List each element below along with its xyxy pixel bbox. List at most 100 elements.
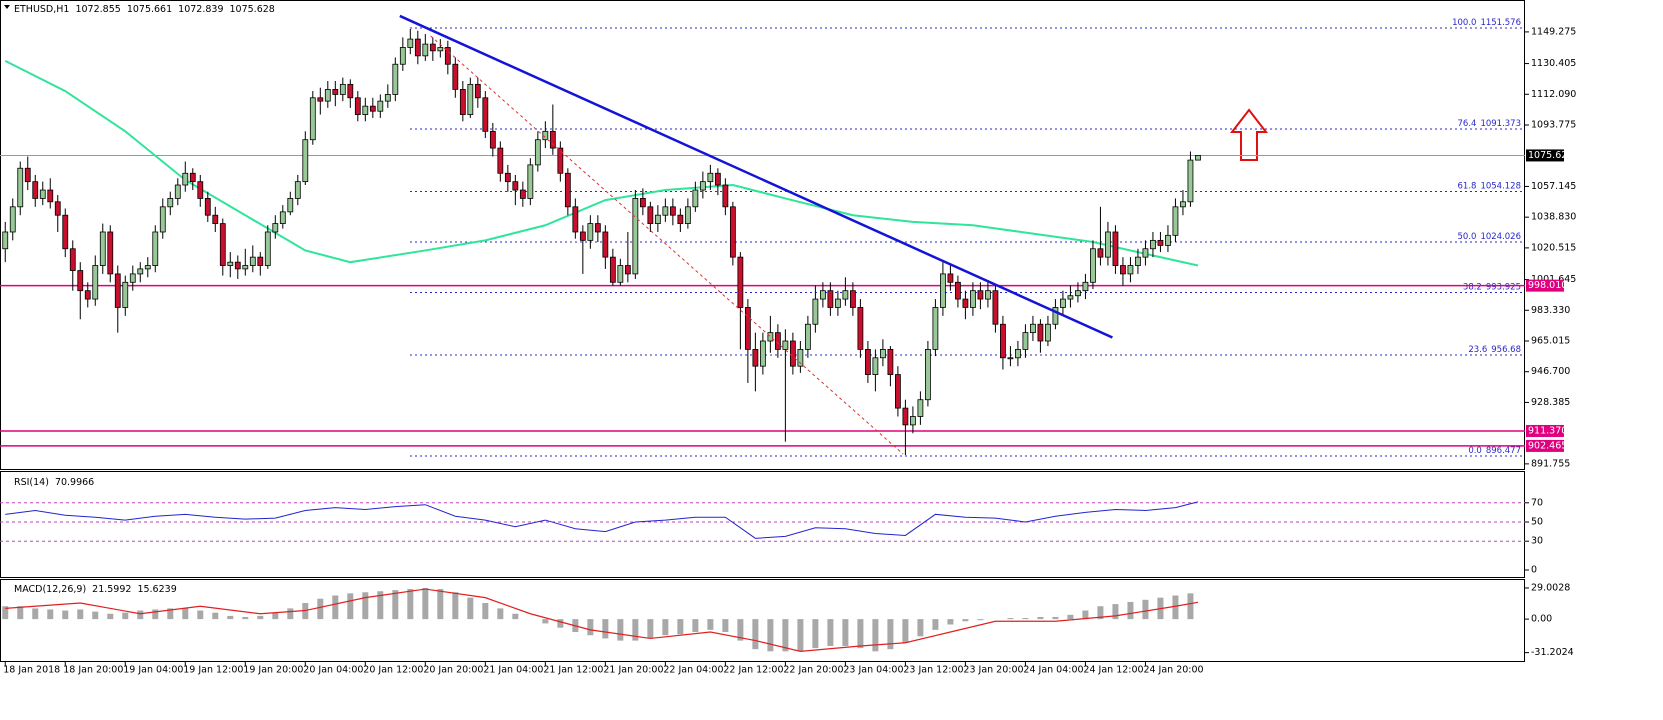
candle-body [1007, 357, 1014, 360]
candle-body [167, 198, 174, 208]
fib-ratio: 23.6 [1468, 344, 1487, 354]
candle-body [872, 357, 879, 375]
candle-body [1045, 323, 1051, 342]
candle-body [384, 94, 391, 102]
panel-title: RSI(14) [14, 477, 49, 488]
y-tick-label: 30 [1531, 536, 1543, 547]
macd-bar [392, 590, 399, 620]
candle-body [62, 214, 69, 250]
candle-body [692, 189, 699, 208]
x-tick-label: 23 Jan 12:00 [903, 665, 963, 676]
fib-ratio: 50.0 [1458, 232, 1477, 242]
macd-panel [0, 579, 1525, 662]
candle-body [32, 181, 39, 199]
candle-body [534, 139, 541, 166]
header-value: 15.6239 [137, 584, 176, 595]
candle-body [279, 211, 286, 224]
macd-bar [422, 587, 429, 620]
level-label: 998.010 [1528, 280, 1567, 291]
macd-bar [947, 619, 954, 625]
candle-body [77, 270, 84, 292]
macd-bar [857, 619, 864, 649]
candle-body [1120, 265, 1126, 275]
candle-body [47, 189, 54, 203]
macd-bar [332, 595, 339, 620]
macd-bar [1022, 618, 1029, 620]
candle-body [1067, 295, 1074, 300]
macd-bar [497, 608, 504, 620]
candle-body [1142, 248, 1149, 258]
candle-body [804, 323, 811, 350]
candle-body [227, 261, 234, 266]
macd-bar [2, 606, 9, 620]
macd-bar [542, 619, 549, 624]
header-value: 70.9966 [55, 477, 94, 488]
candle-body [1090, 248, 1096, 283]
panel-header: MACD(12,26,9) 21.5992 15.6239 [14, 584, 177, 595]
macd-bar [647, 619, 654, 639]
macd-bar [272, 612, 279, 620]
macd-bar [617, 619, 624, 641]
candle-body [197, 181, 204, 199]
macd-bar [377, 591, 384, 620]
projection-line [430, 35, 904, 455]
candle-body [1097, 248, 1104, 258]
candle-body [1015, 348, 1021, 359]
y-tick-label: 1020.515 [1531, 242, 1576, 253]
macd-bar [707, 619, 714, 630]
level-label: 911.370 [1528, 425, 1567, 436]
candle-body [1195, 155, 1201, 161]
candle-body [849, 290, 856, 308]
candle-body [347, 83, 354, 99]
macd-bar [362, 592, 369, 620]
macd-bar [407, 589, 414, 620]
candle-body [377, 100, 384, 112]
x-tick-label: 20 Jan 04:00 [303, 665, 363, 676]
macd-bar [977, 619, 984, 621]
candle-body [759, 340, 766, 367]
macd-bar [1082, 610, 1089, 620]
y-tick-label: 1001.645 [1531, 274, 1576, 285]
macd-bar [827, 619, 834, 646]
candle-body [1172, 206, 1179, 236]
y-tick-label: 50 [1531, 517, 1543, 528]
candle-body [1052, 307, 1059, 325]
macd-bar [1097, 606, 1104, 620]
y-tick-label: 965.015 [1531, 335, 1570, 346]
x-tick-label: 20 Jan 20:00 [423, 665, 483, 676]
fib-label: 61.8 1054.128 [1458, 181, 1522, 191]
current-price-label: 1075.628 [1528, 150, 1573, 161]
macd-bar [782, 619, 789, 652]
candle-body [272, 223, 279, 233]
macd-bar [122, 612, 129, 620]
candle-body [1157, 239, 1164, 246]
candle-body [970, 290, 976, 308]
macd-bar [842, 619, 849, 646]
y-tick-label: 1038.830 [1531, 212, 1576, 223]
macd-bar [227, 615, 234, 620]
x-tick-label: 22 Jan 20:00 [783, 665, 843, 676]
candle-body [459, 89, 466, 115]
macd-bar [152, 609, 159, 620]
x-tick-label: 21 Jan 04:00 [483, 665, 543, 676]
y-tick-label: 1112.090 [1531, 89, 1576, 100]
macd-bar [1037, 616, 1044, 620]
macd-bar [242, 616, 249, 620]
fib-price: 896.477 [1486, 445, 1521, 455]
macd-bar [887, 619, 894, 650]
candle-body [264, 231, 271, 266]
candle-body [9, 206, 16, 233]
x-tick-label: 24 Jan 20:00 [1143, 665, 1203, 676]
candle-body [527, 164, 534, 199]
x-tick-label: 21 Jan 12:00 [543, 665, 603, 676]
candle-body [669, 206, 676, 216]
candle-body [1187, 159, 1194, 203]
macd-bar [317, 598, 324, 620]
candle-body [617, 265, 624, 283]
x-tick-label: 24 Jan 04:00 [1023, 665, 1083, 676]
candle-body [399, 47, 406, 65]
panel-title: ETHUSD,H1 [14, 4, 69, 15]
candle-body [392, 63, 399, 95]
macd-bar [167, 608, 174, 620]
